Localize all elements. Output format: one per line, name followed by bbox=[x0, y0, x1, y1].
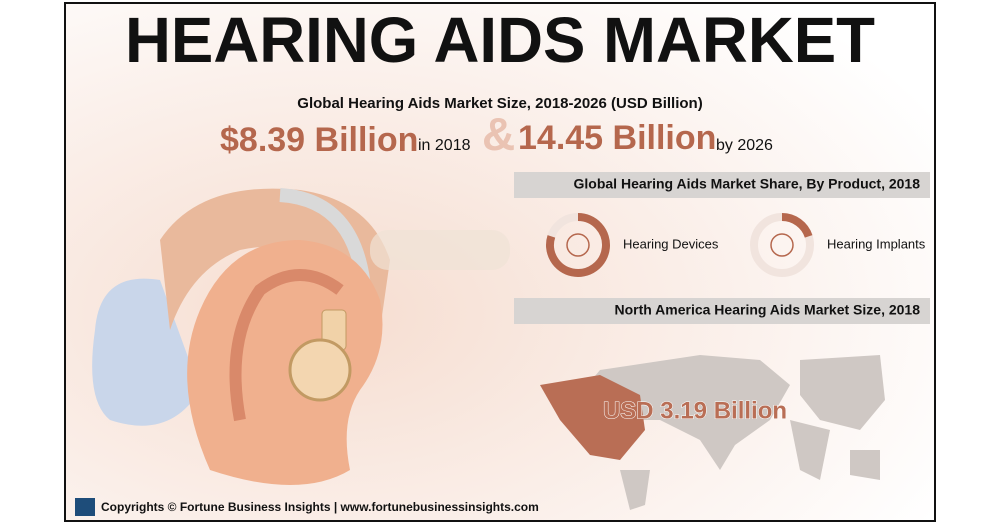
label-2026: by 2026 bbox=[716, 137, 773, 154]
section-title: North America Hearing Aids Market Size, … bbox=[614, 302, 920, 318]
label-2018: in 2018 bbox=[418, 137, 471, 154]
donut-icon bbox=[770, 233, 794, 257]
donut-icon bbox=[566, 233, 590, 257]
section-bar bbox=[514, 298, 930, 324]
subtitle: Global Hearing Aids Market Size, 2018-20… bbox=[297, 95, 702, 112]
value-2018: $8.39 Billion bbox=[220, 121, 418, 159]
section-title: Global Hearing Aids Market Share, By Pro… bbox=[574, 176, 921, 192]
segment-label: Hearing Devices bbox=[623, 236, 719, 251]
connector: & bbox=[482, 108, 515, 160]
ear-illustration bbox=[92, 188, 510, 485]
na-value: USD 3.19 Billion bbox=[603, 397, 787, 424]
donut-arc bbox=[546, 213, 610, 277]
footer: Copyrights © Fortune Business Insights |… bbox=[101, 500, 539, 514]
value-2026: 14.45 Billion bbox=[518, 119, 716, 157]
world-map bbox=[540, 355, 885, 510]
title: HEARING AIDS MARKET bbox=[125, 4, 875, 76]
logo bbox=[75, 498, 95, 516]
segment-label: Hearing Implants bbox=[827, 236, 926, 251]
section-bar bbox=[514, 172, 930, 198]
donut-arc bbox=[781, 213, 813, 238]
